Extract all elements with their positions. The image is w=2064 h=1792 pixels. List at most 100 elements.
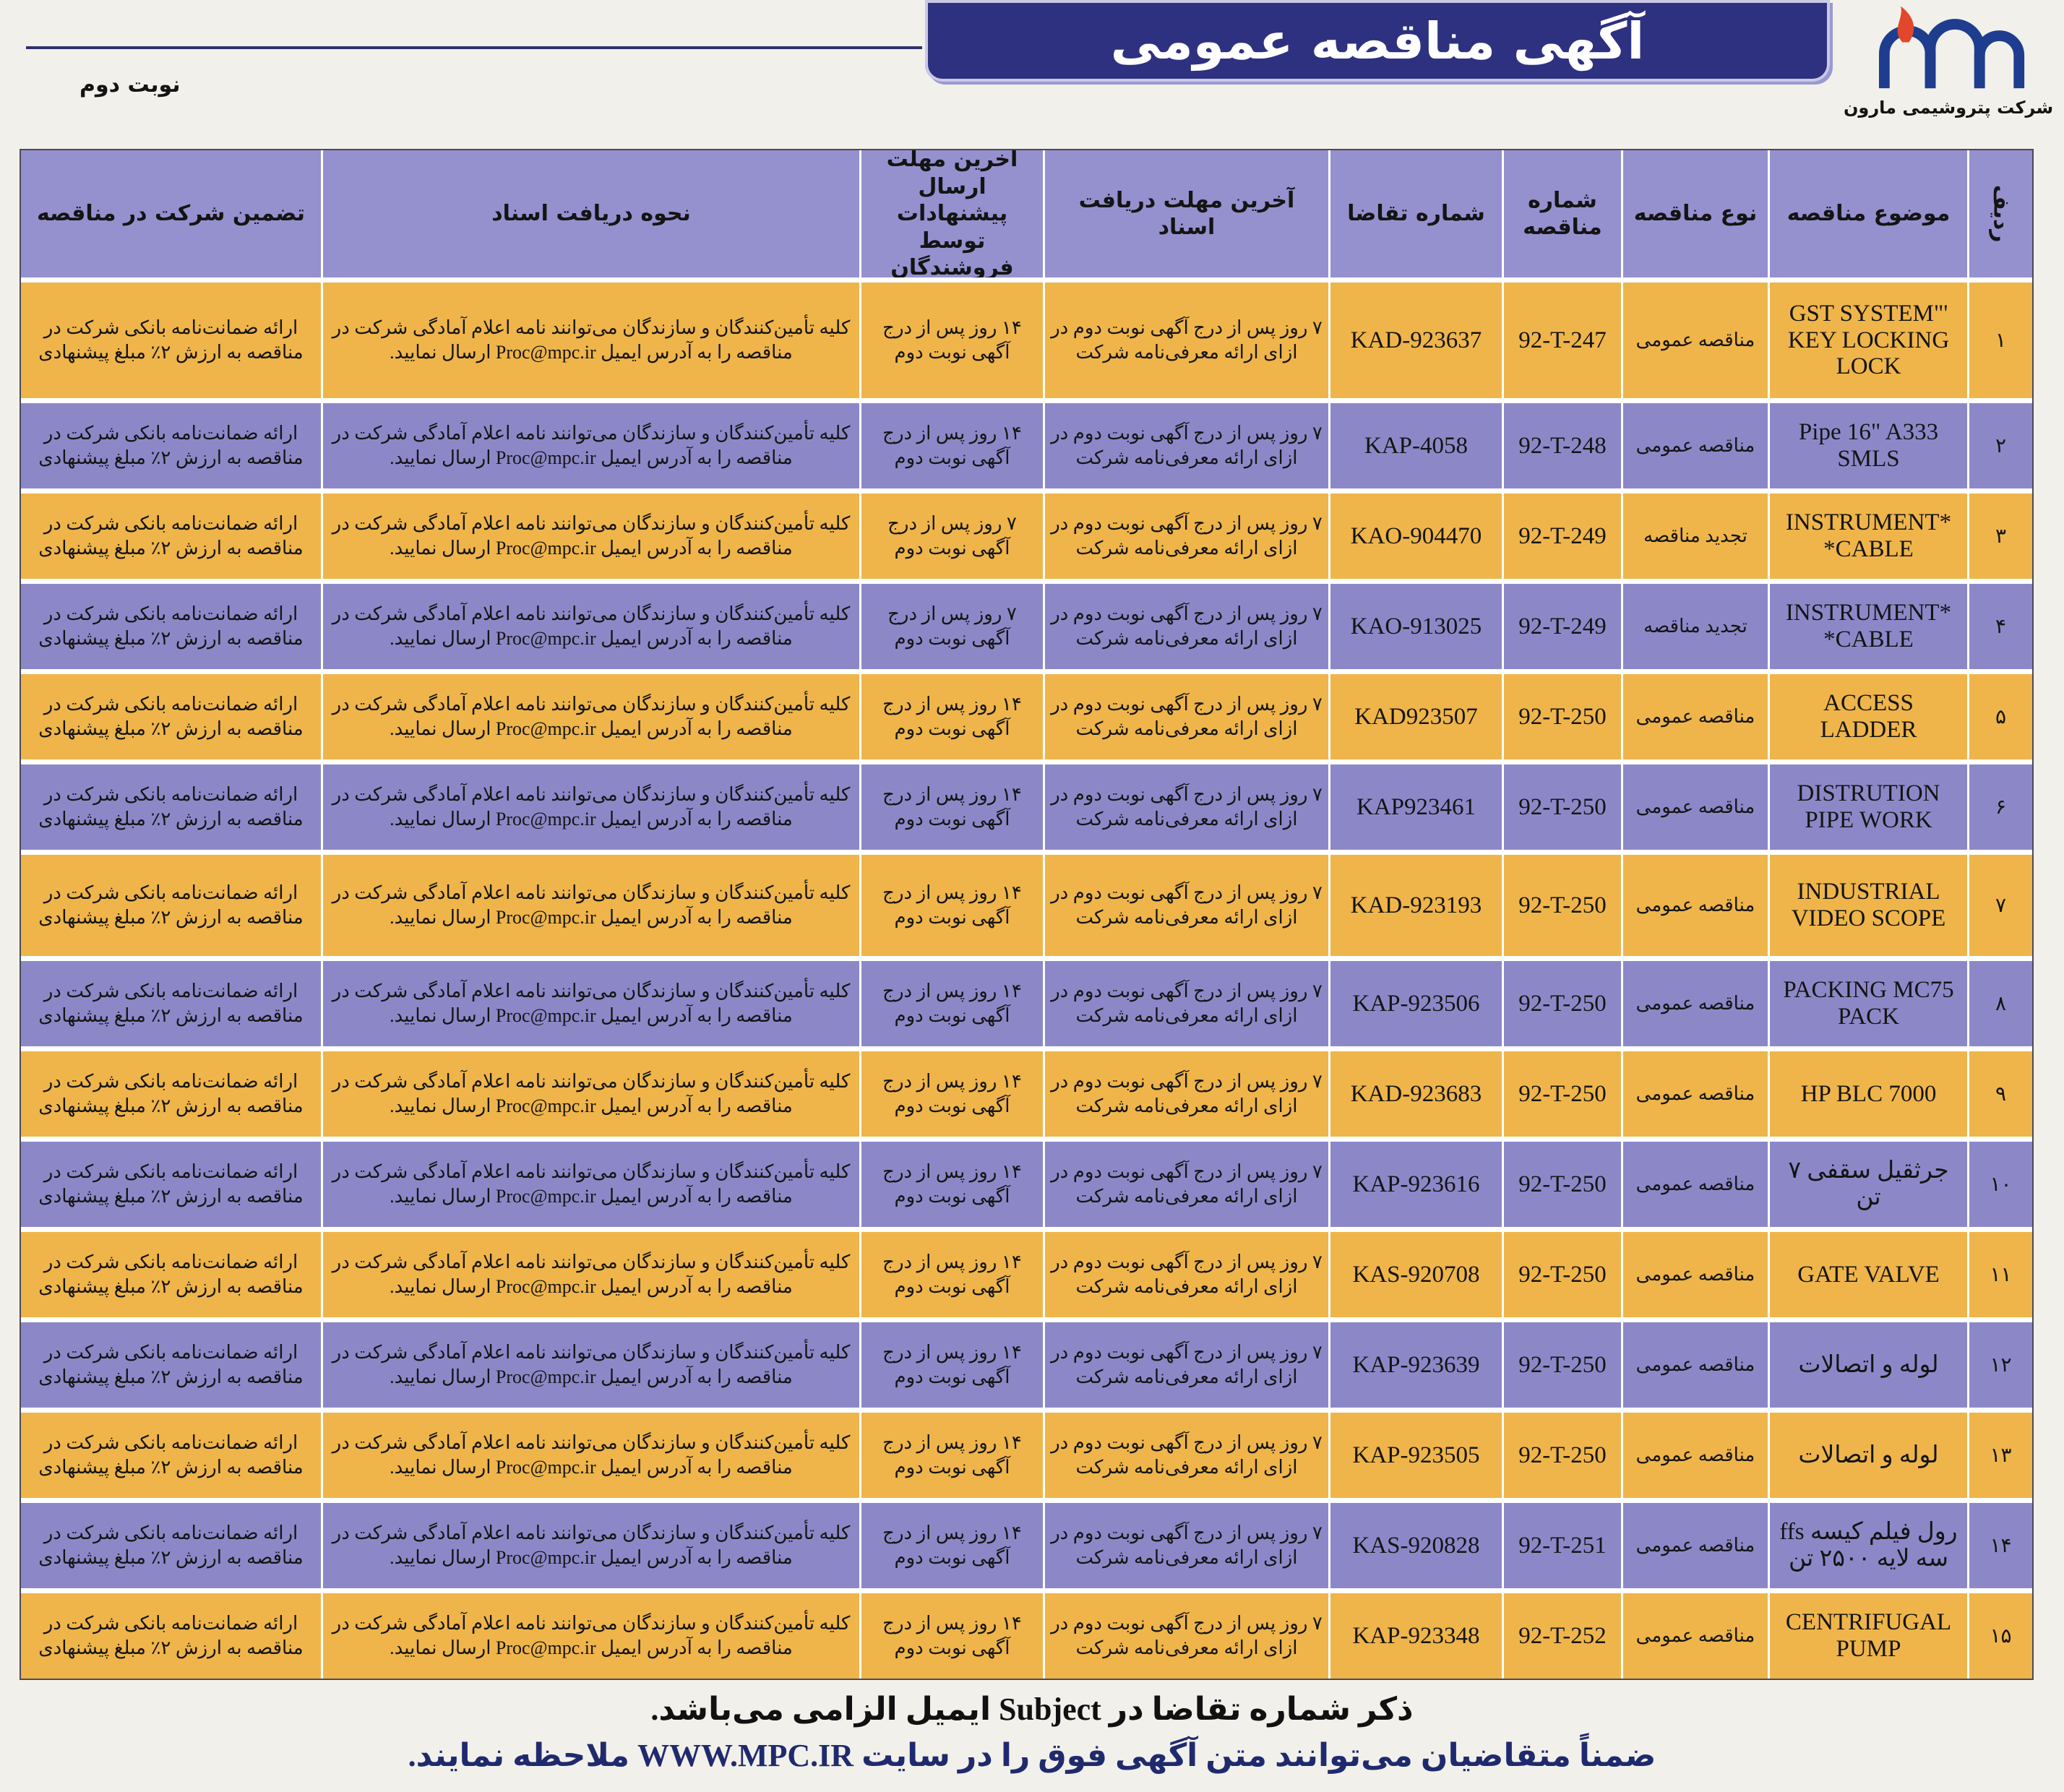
- guarantee: ارائه ضمانت‌نامه بانکی شرکت در مناقصه به…: [21, 1503, 321, 1588]
- bid-deadline: ۱۴ روز پس از درج آگهی نوبت دوم: [861, 1322, 1043, 1408]
- guarantee: ارائه ضمانت‌نامه بانکی شرکت در مناقصه به…: [21, 584, 321, 669]
- tender-subject: INDUSTRIAL VIDEO SCOPE: [1770, 855, 1967, 956]
- row-number: ۱۵: [1969, 1593, 2032, 1679]
- document-deadline: ۷ روز پس از درج آگهی نوبت دوم در ازای ار…: [1045, 283, 1328, 398]
- tender-number: 92-T-250: [1504, 855, 1621, 956]
- document-deadline: ۷ روز پس از درج آگهی نوبت دوم در ازای ار…: [1045, 1413, 1328, 1498]
- row-number: ۸: [1969, 961, 2032, 1046]
- publication-round: نوبت دوم: [79, 72, 181, 98]
- guarantee: ارائه ضمانت‌نامه بانکی شرکت در مناقصه به…: [21, 1413, 321, 1498]
- tender-number: 92-T-250: [1504, 1142, 1621, 1227]
- document-deadline: ۷ روز پس از درج آگهی نوبت دوم در ازای ار…: [1045, 403, 1328, 488]
- tender-type: تجدید مناقصه: [1623, 494, 1768, 579]
- bid-deadline: ۱۴ روز پس از درج آگهی نوبت دوم: [861, 855, 1043, 956]
- tender-subject: رول فیلم کیسه ffs سه لایه ۲۵۰۰ تن: [1770, 1503, 1967, 1588]
- title-banner: آگهی مناقصه عمومی: [925, 0, 1830, 82]
- footer-subject-note: ذکر شماره تقاضا در Subject ایمیل الزامی …: [650, 1692, 1414, 1727]
- tender-subject: CENTRIFUGAL PUMP: [1770, 1593, 1967, 1679]
- document-deadline: ۷ روز پس از درج آگهی نوبت دوم در ازای ار…: [1045, 1142, 1328, 1227]
- document-deadline: ۷ روز پس از درج آگهی نوبت دوم در ازای ار…: [1045, 1503, 1328, 1588]
- guarantee: ارائه ضمانت‌نامه بانکی شرکت در مناقصه به…: [21, 674, 321, 759]
- guarantee: ارائه ضمانت‌نامه بانکی شرکت در مناقصه به…: [21, 1593, 321, 1679]
- table-row: ۴ *INSTRUMENT CABLE* تجدید مناقصه 92-T-2…: [21, 584, 2032, 669]
- row-number: ۶: [1969, 764, 2032, 850]
- table-row: ۱۲ لوله و اتصالات مناقصه عمومی 92-T-250 …: [21, 1322, 2032, 1408]
- row-number: ۱۲: [1969, 1322, 2032, 1408]
- header-row-number: ردیف: [1988, 185, 2014, 243]
- tender-table: ردیف موضوع مناقصه نوع مناقصه شماره مناقص…: [20, 149, 2034, 1680]
- tender-number: 92-T-250: [1504, 1413, 1621, 1498]
- guarantee: ارائه ضمانت‌نامه بانکی شرکت در مناقصه به…: [21, 283, 321, 398]
- table-row: ۱۳ لوله و اتصالات مناقصه عمومی 92-T-250 …: [21, 1413, 2032, 1498]
- bid-deadline: ۱۴ روز پس از درج آگهی نوبت دوم: [861, 1593, 1043, 1679]
- request-number: KAD923507: [1330, 674, 1502, 759]
- guarantee: ارائه ضمانت‌نامه بانکی شرکت در مناقصه به…: [21, 961, 321, 1046]
- tender-subject: DISTRUTION PIPE WORK: [1770, 764, 1967, 850]
- tender-number: 92-T-249: [1504, 584, 1621, 669]
- document-deadline: ۷ روز پس از درج آگهی نوبت دوم در ازای ار…: [1045, 1593, 1328, 1679]
- header-bid-deadline: آخرین مهلت ارسال پیشنهادات توسط فروشندگا…: [861, 150, 1043, 277]
- document-deadline: ۷ روز پس از درج آگهی نوبت دوم در ازای ار…: [1045, 961, 1328, 1046]
- bid-deadline: ۱۴ روز پس از درج آگهی نوبت دوم: [861, 674, 1043, 759]
- tender-type: مناقصه عمومی: [1623, 1413, 1768, 1498]
- request-number: KAP-923348: [1330, 1593, 1502, 1679]
- tender-type: مناقصه عمومی: [1623, 961, 1768, 1046]
- table-row: ۱۴ رول فیلم کیسه ffs سه لایه ۲۵۰۰ تن منا…: [21, 1503, 2032, 1588]
- tender-number: 92-T-252: [1504, 1593, 1621, 1679]
- tender-number: 92-T-250: [1504, 961, 1621, 1046]
- bid-deadline: ۱۴ روز پس از درج آگهی نوبت دوم: [861, 1413, 1043, 1498]
- header-document-deadline: آخرین مهلت دریافت اسناد: [1045, 150, 1328, 277]
- guarantee: ارائه ضمانت‌نامه بانکی شرکت در مناقصه به…: [21, 1142, 321, 1227]
- guarantee: ارائه ضمانت‌نامه بانکی شرکت در مناقصه به…: [21, 494, 321, 579]
- tender-subject: لوله و اتصالات: [1770, 1322, 1967, 1408]
- row-number: ۱۱: [1969, 1232, 2032, 1317]
- tender-subject: *INSTRUMENT CABLE*: [1770, 494, 1967, 579]
- table-row: ۶ DISTRUTION PIPE WORK مناقصه عمومی 92-T…: [21, 764, 2032, 850]
- tender-subject: جرثقیل سقفی ۷ تن: [1770, 1142, 1967, 1227]
- row-number: ۷: [1969, 855, 2032, 956]
- header-document-method: نحوه دریافت اسناد: [323, 150, 859, 277]
- page-title: آگهی مناقصه عمومی: [1110, 11, 1645, 71]
- document-method: کلیه تأمین‌کنندگان و سازندگان می‌توانند …: [323, 1232, 859, 1317]
- bid-deadline: ۱۴ روز پس از درج آگهی نوبت دوم: [861, 1503, 1043, 1588]
- company-logo-block: شرکت پتروشیمی مارون: [1844, 3, 2053, 118]
- document-method: کلیه تأمین‌کنندگان و سازندگان می‌توانند …: [323, 1593, 859, 1679]
- document-method: کلیه تأمین‌کنندگان و سازندگان می‌توانند …: [323, 403, 859, 488]
- header-subject: موضوع مناقصه: [1770, 150, 1967, 277]
- request-number: KAO-913025: [1330, 584, 1502, 669]
- tender-subject: 'GST SYSTEM" KEY LOCKING LOCK: [1770, 283, 1967, 398]
- tender-subject: *INSTRUMENT CABLE*: [1770, 584, 1967, 669]
- row-number: ۵: [1969, 674, 2032, 759]
- table-header-row: ردیف موضوع مناقصه نوع مناقصه شماره مناقص…: [21, 150, 2032, 277]
- document-method: کلیه تأمین‌کنندگان و سازندگان می‌توانند …: [323, 584, 859, 669]
- table-row: ۹ HP BLC 7000 مناقصه عمومی 92-T-250 KAD-…: [21, 1051, 2032, 1137]
- document-deadline: ۷ روز پس از درج آگهی نوبت دوم در ازای ار…: [1045, 855, 1328, 956]
- request-number: KAP923461: [1330, 764, 1502, 850]
- document-deadline: ۷ روز پس از درج آگهی نوبت دوم در ازای ار…: [1045, 1232, 1328, 1317]
- table-row: ۱۵ CENTRIFUGAL PUMP مناقصه عمومی 92-T-25…: [21, 1593, 2032, 1679]
- tender-type: مناقصه عمومی: [1623, 1232, 1768, 1317]
- tender-number: 92-T-250: [1504, 1232, 1621, 1317]
- document-method: کلیه تأمین‌کنندگان و سازندگان می‌توانند …: [323, 1142, 859, 1227]
- tender-number: 92-T-251: [1504, 1503, 1621, 1588]
- tender-type: مناقصه عمومی: [1623, 403, 1768, 488]
- bid-deadline: ۱۴ روز پس از درج آگهی نوبت دوم: [861, 1232, 1043, 1317]
- guarantee: ارائه ضمانت‌نامه بانکی شرکت در مناقصه به…: [21, 1322, 321, 1408]
- tender-type: تجدید مناقصه: [1623, 584, 1768, 669]
- bid-deadline: ۷ روز پس از درج آگهی نوبت دوم: [861, 494, 1043, 579]
- header-request-number: شماره تقاضا: [1330, 150, 1502, 277]
- guarantee: ارائه ضمانت‌نامه بانکی شرکت در مناقصه به…: [21, 403, 321, 488]
- bid-deadline: ۱۴ روز پس از درج آگهی نوبت دوم: [861, 1051, 1043, 1137]
- row-number: ۱۴: [1969, 1503, 2032, 1588]
- company-name: شرکت پتروشیمی مارون: [1843, 98, 2054, 118]
- tender-type: مناقصه عمومی: [1623, 1051, 1768, 1137]
- tender-number: 92-T-250: [1504, 764, 1621, 850]
- guarantee: ارائه ضمانت‌نامه بانکی شرکت در مناقصه به…: [21, 1051, 321, 1137]
- table-row: ۱۰ جرثقیل سقفی ۷ تن مناقصه عمومی 92-T-25…: [21, 1142, 2032, 1227]
- row-number: ۲: [1969, 403, 2032, 488]
- tender-type: مناقصه عمومی: [1623, 1503, 1768, 1588]
- document-method: کلیه تأمین‌کنندگان و سازندگان می‌توانند …: [323, 855, 859, 956]
- request-number: KAS-920708: [1330, 1232, 1502, 1317]
- bid-deadline: ۱۴ روز پس از درج آگهی نوبت دوم: [861, 961, 1043, 1046]
- bid-deadline: ۱۴ روز پس از درج آگهی نوبت دوم: [861, 403, 1043, 488]
